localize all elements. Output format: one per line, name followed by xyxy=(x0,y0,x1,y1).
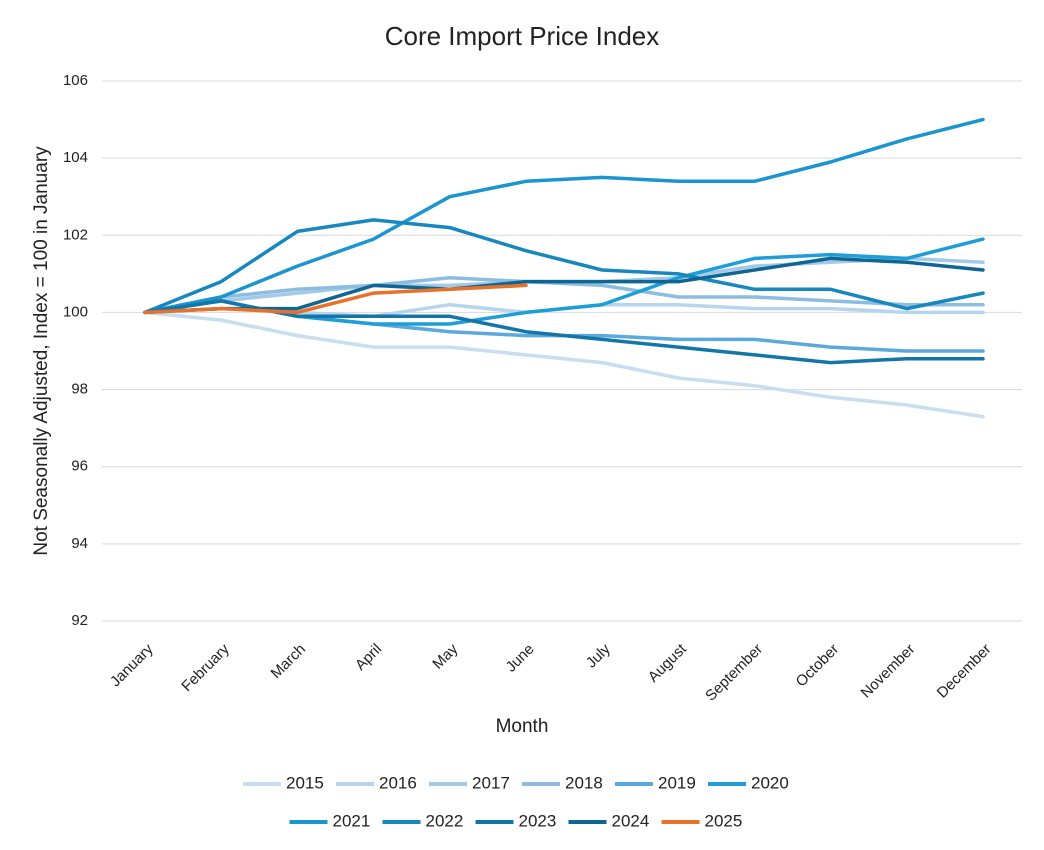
series-line xyxy=(143,117,985,315)
y-tick-label: 102 xyxy=(63,226,88,243)
legend-label: 2023 xyxy=(519,811,557,830)
series-line xyxy=(143,275,985,315)
legend-label: 2015 xyxy=(286,773,324,792)
x-tick-label: May xyxy=(429,640,461,672)
series-line xyxy=(143,256,985,315)
legend-label: 2021 xyxy=(333,811,371,830)
x-tick-label: April xyxy=(352,641,385,674)
legend-label: 2025 xyxy=(705,811,743,830)
y-tick-label: 98 xyxy=(71,381,88,398)
series-line xyxy=(143,283,528,315)
legend-label: 2022 xyxy=(426,811,464,830)
x-tick-label: July xyxy=(583,640,614,671)
x-tick-label: September xyxy=(702,641,766,705)
legend-label: 2016 xyxy=(379,773,417,792)
x-axis-label: Month xyxy=(496,716,549,737)
y-tick-label: 96 xyxy=(71,458,88,475)
series-line xyxy=(143,256,985,315)
y-tick-label: 100 xyxy=(63,303,88,320)
x-tick-label: March xyxy=(268,641,309,682)
legend-label: 2018 xyxy=(565,773,603,792)
legend-label: 2020 xyxy=(751,773,789,792)
legend-label: 2024 xyxy=(612,811,650,830)
legend-label: 2017 xyxy=(472,773,510,792)
legend-label: 2019 xyxy=(658,773,696,792)
x-tick-label: November xyxy=(857,641,918,702)
series-line xyxy=(143,310,985,419)
y-tick-label: 94 xyxy=(71,535,88,552)
x-tick-label: October xyxy=(793,641,843,691)
y-axis-label: Not Seasonally Adjusted, Index = 100 in … xyxy=(31,146,52,556)
x-tick-label: June xyxy=(503,641,538,676)
y-tick-label: 104 xyxy=(63,149,88,166)
x-tick-label: December xyxy=(934,641,995,702)
x-tick-label: January xyxy=(107,640,157,690)
series-line xyxy=(143,218,985,315)
chart-title: Core Import Price Index xyxy=(385,21,660,51)
x-tick-label: February xyxy=(178,640,233,695)
series-line xyxy=(143,299,985,365)
y-tick-label: 106 xyxy=(63,72,88,89)
x-tick-label: August xyxy=(645,640,691,686)
y-tick-label: 92 xyxy=(71,612,88,629)
